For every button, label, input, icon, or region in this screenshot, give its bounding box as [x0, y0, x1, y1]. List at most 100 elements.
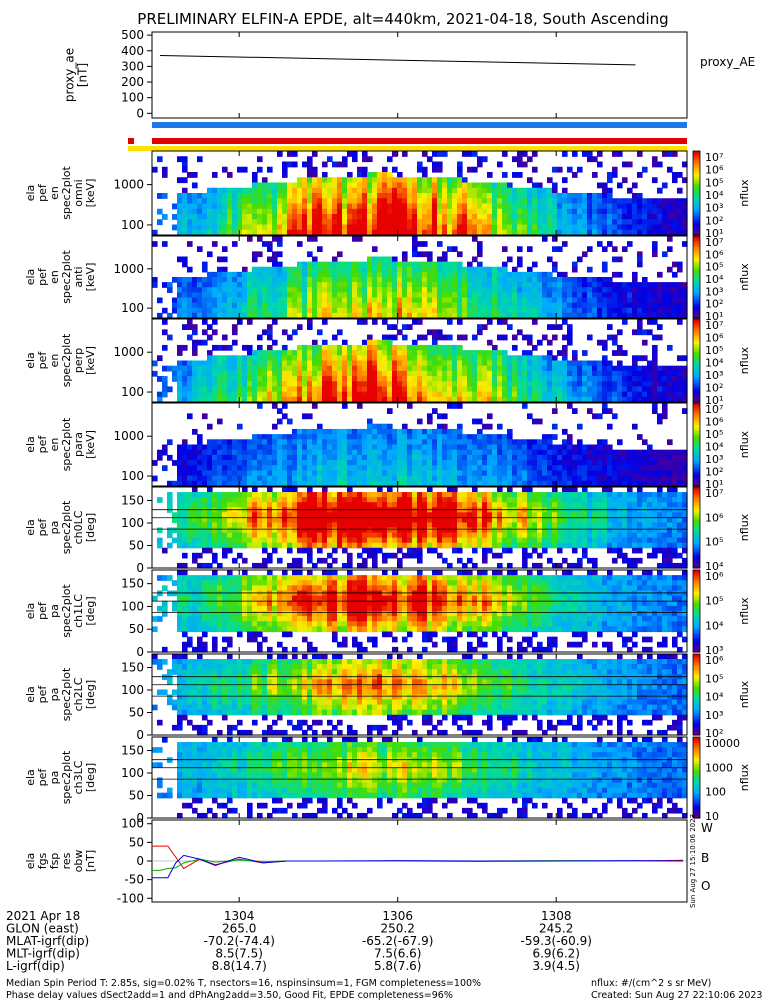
heatmap-cell — [607, 381, 613, 388]
heatmap-cell — [372, 449, 378, 456]
heatmap-cell — [412, 381, 418, 388]
heatmap-cell — [307, 266, 313, 273]
heatmap-cell — [657, 297, 663, 304]
heatmap-cell — [402, 193, 408, 199]
heatmap-cell — [492, 449, 498, 456]
heatmap-cell — [397, 177, 403, 184]
heatmap-cell — [447, 277, 453, 283]
heatmap-cell — [542, 334, 548, 341]
heatmap-cell — [287, 302, 293, 309]
heatmap-cell — [442, 386, 448, 393]
heatmap-cell — [512, 307, 518, 314]
heatmap-cell — [312, 208, 318, 215]
heatmap-cell — [452, 470, 458, 477]
heatmap-cell — [282, 312, 288, 319]
heatmap-cell — [402, 277, 408, 283]
heatmap-cell — [407, 475, 413, 482]
heatmap-cell — [242, 532, 248, 539]
heatmap-cell — [222, 187, 228, 194]
heatmap-cell — [392, 214, 398, 220]
heatmap-cell — [447, 386, 453, 393]
heatmap-cell — [182, 344, 188, 351]
heatmap-cell — [412, 277, 418, 283]
heatmap-cell — [477, 370, 483, 377]
heatmap-cell — [377, 229, 383, 236]
heatmap-cell — [417, 187, 423, 194]
heatmap-cell — [552, 376, 558, 382]
heatmap-cell — [377, 396, 383, 403]
heatmap-cell — [272, 287, 278, 293]
heatmap-cell — [257, 470, 263, 477]
heatmap-cell — [312, 177, 318, 184]
heatmap-cell — [587, 287, 593, 293]
heatmap-cell — [192, 229, 198, 236]
heatmap-cell — [667, 287, 673, 293]
heatmap-cell — [412, 460, 418, 466]
heatmap-cell — [642, 454, 648, 461]
heatmap-cell — [612, 166, 618, 173]
heatmap-cell — [577, 214, 583, 220]
heatmap-cell — [482, 229, 488, 236]
heatmap-cell — [302, 229, 308, 236]
heatmap-cell — [287, 214, 293, 220]
heatmap-cell — [417, 282, 423, 288]
heatmap-cell — [312, 203, 318, 210]
heatmap-cell — [237, 439, 243, 446]
heatmap-cell — [482, 266, 488, 273]
colorbar-segment — [693, 179, 700, 183]
heatmap-cell — [372, 391, 378, 398]
ylabel-line: ela — [24, 185, 37, 202]
colorbar-label: nflux — [738, 179, 751, 207]
heatmap-cell — [227, 542, 233, 549]
heatmap-cell — [322, 480, 328, 487]
heatmap-cell — [272, 527, 278, 534]
heatmap-cell — [392, 292, 398, 299]
heatmap-cell — [377, 339, 383, 346]
heatmap-cell — [427, 307, 433, 314]
heatmap-cell — [307, 172, 313, 178]
heatmap-cell — [187, 396, 193, 403]
heatmap-cell — [207, 386, 213, 393]
heatmap-cell — [377, 256, 383, 263]
heatmap-cell — [292, 312, 298, 319]
heatmap-cell — [227, 547, 233, 554]
heatmap-cell — [442, 177, 448, 184]
heatmap-cell — [607, 360, 613, 367]
heatmap-cell — [372, 460, 378, 466]
heatmap-cell — [677, 396, 683, 403]
heatmap-cell — [267, 370, 273, 377]
heatmap-cell — [537, 187, 543, 194]
heatmap-cell — [672, 151, 678, 157]
heatmap-cell — [392, 312, 398, 319]
heatmap-cell — [497, 360, 503, 367]
heatmap-cell — [627, 229, 633, 236]
heatmap-cell — [657, 386, 663, 393]
heatmap-cell — [592, 172, 598, 178]
heatmap-cell — [197, 454, 203, 461]
heatmap-cell — [202, 266, 208, 273]
heatmap-cell — [262, 266, 268, 273]
heatmap-cell — [182, 522, 188, 529]
heatmap-cell — [432, 277, 438, 283]
heatmap-cell — [597, 413, 603, 420]
heatmap-cell — [377, 282, 383, 288]
heatmap-cell — [427, 287, 433, 293]
heatmap-cell — [437, 208, 443, 215]
heatmap-cell — [642, 287, 648, 293]
heatmap-cell — [237, 465, 243, 472]
heatmap-cell — [647, 307, 653, 314]
heatmap-cell — [207, 396, 213, 403]
heatmap-cell — [677, 214, 683, 220]
heatmap-cell — [397, 470, 403, 477]
heatmap-cell — [212, 480, 218, 487]
heatmap-cell — [427, 297, 433, 304]
heatmap-cell — [387, 344, 393, 351]
ylabel-line: ela — [24, 352, 37, 369]
heatmap-cell — [632, 470, 638, 477]
heatmap-cell — [652, 460, 658, 466]
heatmap-cell — [257, 266, 263, 273]
heatmap-cell — [497, 312, 503, 319]
heatmap-cell — [422, 271, 428, 278]
heatmap-cell — [442, 355, 448, 362]
heatmap-cell — [577, 193, 583, 199]
